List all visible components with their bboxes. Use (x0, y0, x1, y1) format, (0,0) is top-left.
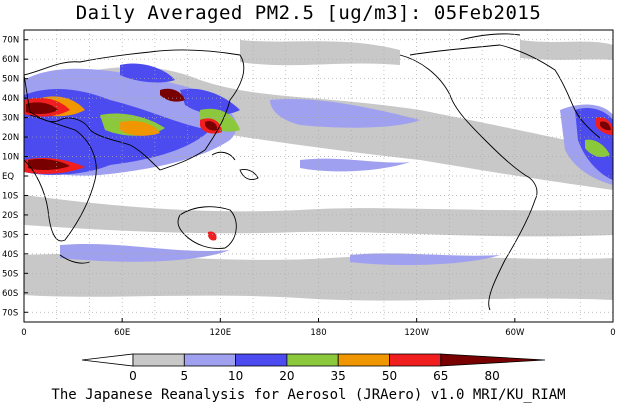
graticule (24, 30, 613, 322)
legend-swatch (183, 353, 237, 367)
longitude-labels: 0 60E 120E 180 120W 60W 0 (21, 318, 616, 338)
coastlines (24, 33, 601, 311)
lat-label: 50N (2, 75, 19, 85)
lat-label: 70N (2, 36, 19, 46)
legend-swatch (337, 353, 390, 367)
legend-swatch (132, 353, 185, 367)
legend-label: 5 (180, 369, 188, 383)
lon-label: 180 (310, 328, 326, 338)
legend-label: 0 (129, 369, 137, 383)
lon-label: 60E (114, 328, 130, 338)
lat-label: 70S (2, 308, 18, 318)
pm25-map: 70N 60N 50N 40N 30N 20N 10N EQ 10S 20S 30S 40S 50S 60… (2, 29, 616, 383)
lon-label: 120E (210, 328, 232, 338)
lat-label: 20N (2, 133, 19, 143)
lat-label: 40S (2, 250, 18, 260)
lon-label: 0 (610, 328, 615, 338)
concentration-field (24, 33, 613, 311)
lat-label: 10S (2, 191, 18, 201)
legend-label: 10 (228, 369, 243, 383)
legend-label: 20 (279, 369, 294, 383)
lat-label: 60N (2, 55, 19, 65)
legend-label: 35 (331, 369, 346, 383)
map-title: Daily Averaged PM2.5 [ug/m3]: 05Feb2015 (75, 2, 542, 24)
lon-label: 60W (505, 328, 525, 338)
legend-swatch (235, 353, 288, 367)
legend-swatch (81, 353, 134, 367)
lat-label: 30S (2, 230, 18, 240)
legend-label: 50 (382, 369, 397, 383)
legend-swatch (440, 353, 546, 367)
color-legend: 0 5 10 20 35 50 65 80 (81, 353, 546, 383)
latitude-labels: 70N 60N 50N 40N 30N 20N 10N EQ 10S 20S 30S 40S 50S 60… (2, 36, 28, 318)
legend-label: 80 (484, 369, 499, 383)
lat-label: 10N (2, 153, 19, 163)
lat-label: 20S (2, 211, 18, 221)
credit-line: The Japanese Reanalysis for Aerosol (JRA… (51, 387, 566, 403)
lat-label: 30N (2, 114, 19, 124)
lat-label: 50S (2, 269, 18, 279)
lat-label: 60S (2, 289, 18, 299)
lat-label: EQ (2, 172, 14, 182)
legend-swatch (286, 353, 339, 367)
lon-label: 0 (21, 328, 26, 338)
lat-label: 40N (2, 94, 19, 104)
legend-label: 65 (433, 369, 448, 383)
lon-label: 120W (404, 328, 429, 338)
legend-swatch (389, 353, 442, 367)
